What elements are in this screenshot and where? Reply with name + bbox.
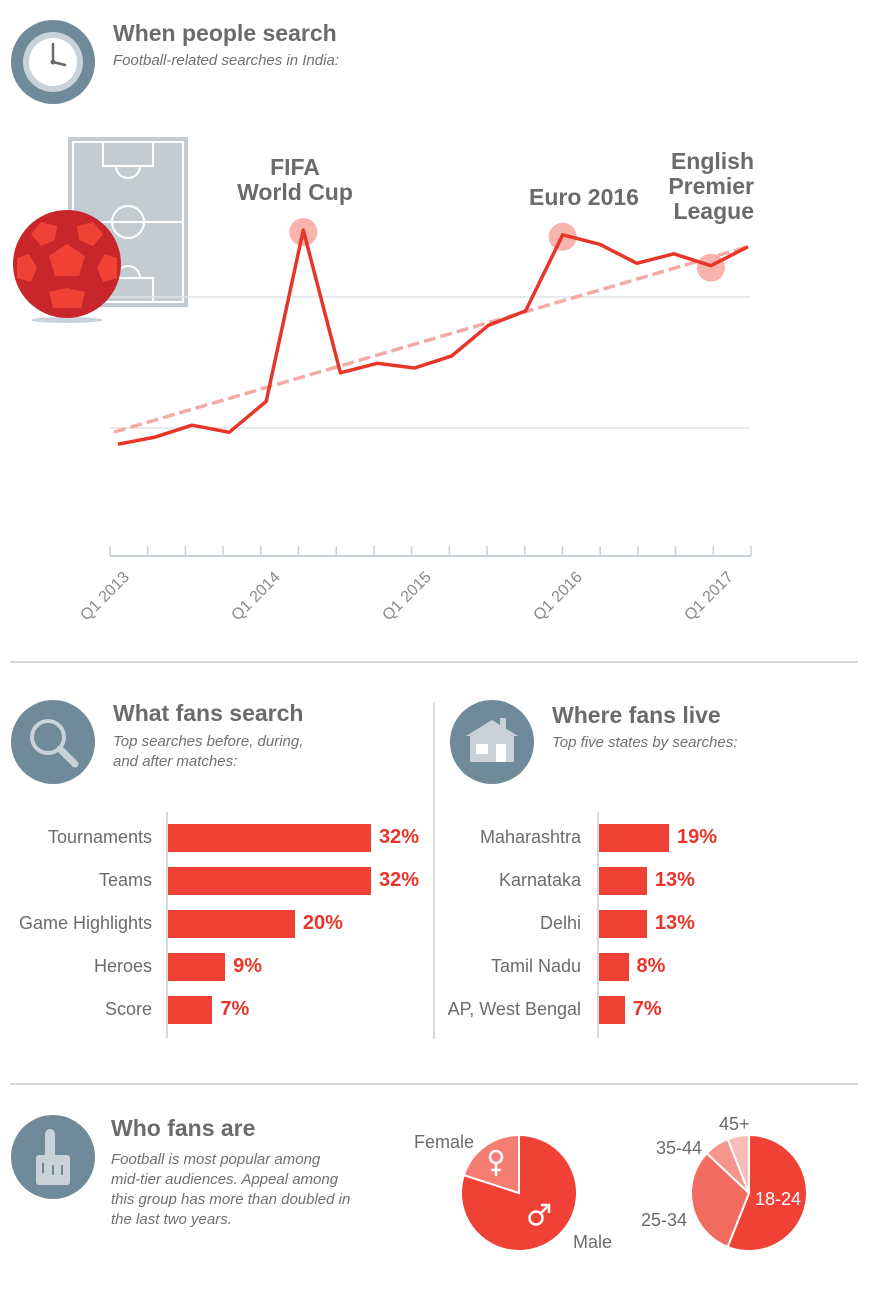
bar-label: Tournaments bbox=[47, 827, 152, 847]
bar bbox=[168, 953, 226, 981]
x-tick-label-2: Q1 2015 bbox=[379, 569, 434, 624]
annotation-fifa-text: FIFA World Cup bbox=[237, 154, 353, 205]
bar-label: Game Highlights bbox=[18, 913, 152, 933]
bar bbox=[599, 824, 669, 852]
bar bbox=[168, 824, 371, 852]
section3-subtitle: Top five states by searches: bbox=[552, 734, 738, 751]
pie-slice bbox=[460, 1133, 578, 1252]
bar bbox=[599, 867, 647, 895]
pie-slice bbox=[726, 1133, 750, 1194]
search-trend-chart: Q1 2013 Q1 2014 Q1 2015 Q1 2016 Q1 2017 bbox=[77, 218, 752, 624]
annotation-euro: Euro 2016 bbox=[519, 185, 649, 210]
bar-label: Delhi bbox=[539, 913, 581, 933]
pie-label: Female bbox=[414, 1132, 474, 1152]
hand-icon-circle bbox=[11, 1115, 95, 1199]
x-tick-label-4: Q1 2017 bbox=[681, 569, 736, 624]
x-tick-label-1: Q1 2014 bbox=[228, 569, 283, 624]
bar bbox=[599, 996, 625, 1024]
section1-subtitle: Football-related searches in India: bbox=[113, 52, 339, 69]
section4-title: Who fans are bbox=[111, 1115, 256, 1141]
pie-label: 25-34 bbox=[641, 1210, 687, 1230]
bar-value-label: 32% bbox=[379, 869, 420, 891]
section2-subtitle: Top searches before, during, and after m… bbox=[113, 733, 304, 770]
pie-slice bbox=[705, 1137, 750, 1194]
hand-icon bbox=[36, 1129, 70, 1185]
female-symbol-icon bbox=[488, 1149, 504, 1176]
clock-icon-circle bbox=[11, 20, 95, 104]
bars-right-axis bbox=[597, 812, 599, 1038]
bar-label: AP, West Bengal bbox=[447, 999, 581, 1019]
clock-icon bbox=[23, 32, 83, 92]
soccer-ball-icon bbox=[13, 210, 121, 323]
bar-label: Teams bbox=[98, 870, 152, 890]
bar-value-label: 7% bbox=[632, 998, 662, 1020]
highlight-point-16 bbox=[696, 253, 725, 282]
magnifier-icon-circle bbox=[11, 700, 95, 784]
bar-label: Maharashtra bbox=[479, 827, 581, 847]
bar bbox=[599, 910, 647, 938]
pie-label: 35-44 bbox=[656, 1138, 702, 1158]
pie-label: 18-24 bbox=[755, 1189, 801, 1209]
bar-value-label: 13% bbox=[654, 912, 695, 934]
house-icon-circle bbox=[450, 700, 534, 784]
pie-slice bbox=[462, 1133, 520, 1195]
divider-1 bbox=[10, 661, 858, 663]
pie-slice bbox=[726, 1133, 808, 1252]
x-tick-label-0: Q1 2013 bbox=[77, 569, 132, 624]
section2-title: What fans search bbox=[113, 700, 304, 726]
bar bbox=[599, 953, 629, 981]
magnifier-icon bbox=[30, 719, 79, 768]
bar-label: Tamil Nadu bbox=[490, 956, 581, 976]
bar-value-label: 8% bbox=[636, 955, 666, 977]
section3-title: Where fans live bbox=[552, 702, 721, 728]
pie-label: 45+ bbox=[719, 1114, 750, 1134]
section4-subtitle: Football is most popular among mid-tier … bbox=[111, 1151, 351, 1228]
bar bbox=[168, 996, 213, 1024]
annotation-epl-text: English Premier League bbox=[668, 148, 754, 224]
trend-line bbox=[113, 244, 749, 434]
column-divider bbox=[433, 703, 435, 1039]
bar-value-label: 7% bbox=[220, 998, 250, 1020]
bar-label: Karnataka bbox=[498, 870, 581, 890]
pie-label: Male bbox=[573, 1232, 612, 1252]
annotation-epl: English Premier League bbox=[640, 149, 754, 224]
bar-label: Heroes bbox=[93, 956, 152, 976]
bar bbox=[168, 910, 295, 938]
bar-label: Score bbox=[104, 999, 152, 1019]
pie-slice bbox=[690, 1151, 751, 1249]
bars-left-axis bbox=[166, 812, 168, 1038]
x-tick-label-3: Q1 2016 bbox=[530, 569, 585, 624]
divider-2 bbox=[10, 1083, 858, 1085]
annotation-fifa: FIFA World Cup bbox=[225, 155, 365, 205]
bar-value-label: 19% bbox=[677, 826, 718, 848]
annotation-euro-text: Euro 2016 bbox=[529, 184, 639, 210]
house-icon bbox=[466, 718, 518, 762]
search-volume-line bbox=[117, 228, 749, 446]
male-symbol-icon bbox=[528, 1203, 551, 1226]
bar-value-label: 9% bbox=[233, 955, 262, 977]
bar-value-label: 13% bbox=[654, 869, 695, 891]
bar bbox=[168, 867, 371, 895]
section1-title: When people search bbox=[113, 20, 337, 46]
bar-value-label: 32% bbox=[379, 826, 420, 848]
bar-value-label: 20% bbox=[302, 912, 343, 934]
